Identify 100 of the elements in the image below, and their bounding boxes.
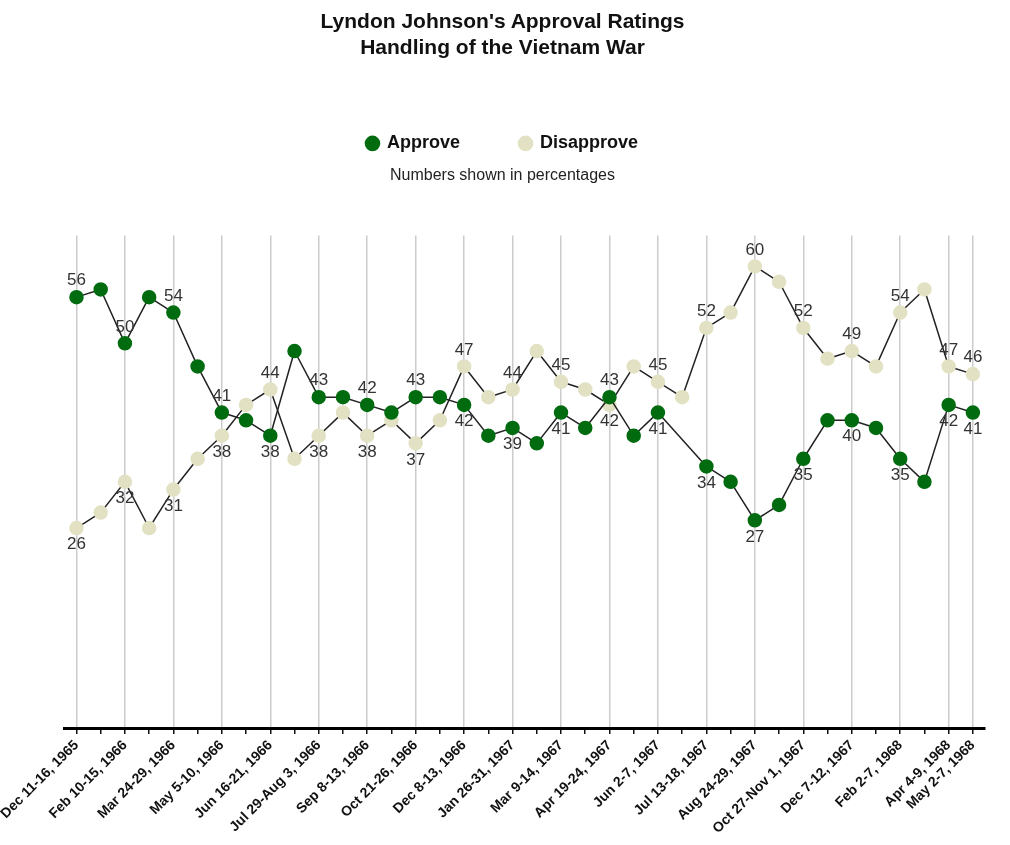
point bbox=[263, 382, 278, 397]
point bbox=[432, 389, 448, 405]
point bbox=[141, 289, 157, 305]
data-label: 54 bbox=[163, 285, 183, 305]
point bbox=[699, 459, 714, 474]
data-label: 44 bbox=[260, 362, 280, 382]
chart-subtitle: Numbers shown in percentages bbox=[389, 166, 616, 184]
chart-title: Lyndon Johnson's Approval Ratings Handling of the Vietnam War bbox=[320, 9, 685, 58]
point bbox=[311, 389, 326, 405]
data-label: 41 bbox=[963, 418, 983, 438]
data-label: 26 bbox=[67, 534, 86, 554]
point bbox=[287, 343, 302, 359]
point bbox=[141, 520, 157, 536]
data-label: 41 bbox=[551, 418, 571, 438]
point bbox=[578, 420, 593, 436]
point bbox=[505, 382, 520, 397]
point bbox=[190, 359, 205, 374]
data-label: 35 bbox=[793, 464, 813, 484]
point bbox=[553, 374, 569, 390]
point bbox=[796, 451, 811, 467]
data-label: 27 bbox=[745, 526, 765, 546]
point bbox=[844, 413, 859, 428]
data-label: 31 bbox=[163, 495, 183, 515]
point bbox=[747, 259, 763, 274]
point bbox=[287, 451, 302, 467]
point bbox=[820, 351, 835, 366]
point bbox=[578, 382, 593, 397]
point bbox=[481, 428, 496, 443]
point bbox=[844, 343, 859, 359]
point bbox=[723, 474, 738, 490]
point bbox=[432, 413, 448, 428]
data-label: 47 bbox=[454, 339, 474, 359]
point bbox=[93, 282, 108, 297]
data-label: 38 bbox=[357, 441, 377, 461]
data-label: 49 bbox=[842, 324, 862, 344]
point bbox=[359, 428, 375, 443]
data-label: 32 bbox=[115, 488, 135, 508]
point bbox=[602, 389, 617, 405]
point bbox=[408, 389, 423, 405]
point bbox=[166, 482, 181, 497]
point bbox=[941, 359, 956, 374]
data-label: 52 bbox=[793, 301, 813, 321]
point bbox=[311, 428, 326, 443]
point bbox=[747, 513, 763, 528]
point bbox=[456, 359, 472, 374]
point bbox=[796, 320, 811, 336]
point bbox=[529, 343, 545, 359]
data-label: 41 bbox=[212, 385, 232, 405]
point bbox=[650, 405, 666, 420]
point bbox=[892, 451, 908, 467]
data-label: 50 bbox=[115, 316, 135, 336]
point bbox=[650, 374, 666, 390]
point bbox=[505, 420, 520, 436]
point bbox=[892, 305, 908, 320]
data-label: 45 bbox=[648, 354, 668, 374]
point bbox=[69, 289, 84, 305]
data-label: 39 bbox=[503, 434, 523, 454]
point bbox=[384, 405, 399, 420]
point bbox=[263, 428, 278, 443]
legend-label: Approve bbox=[386, 132, 460, 153]
data-label: 40 bbox=[842, 426, 862, 446]
point bbox=[771, 274, 787, 290]
data-label: 42 bbox=[454, 411, 474, 431]
point bbox=[166, 305, 181, 320]
point bbox=[868, 420, 884, 436]
data-label: 42 bbox=[600, 411, 619, 431]
point bbox=[214, 405, 230, 420]
data-label: 56 bbox=[67, 270, 86, 290]
data-label: 43 bbox=[309, 370, 329, 390]
point bbox=[190, 451, 205, 467]
data-label: 60 bbox=[745, 239, 765, 259]
point bbox=[917, 282, 932, 297]
point bbox=[335, 405, 351, 420]
point bbox=[965, 366, 981, 382]
point bbox=[238, 413, 254, 428]
data-label: 44 bbox=[503, 362, 523, 382]
data-label: 38 bbox=[260, 441, 280, 461]
point bbox=[214, 428, 230, 443]
point bbox=[626, 428, 641, 443]
data-label: 54 bbox=[890, 285, 910, 305]
point bbox=[359, 397, 375, 413]
point bbox=[335, 389, 351, 405]
point bbox=[771, 497, 787, 513]
point bbox=[481, 389, 496, 405]
point bbox=[868, 359, 884, 374]
point bbox=[456, 397, 472, 413]
point bbox=[917, 474, 932, 490]
data-label: 38 bbox=[309, 441, 329, 461]
data-label: 52 bbox=[696, 301, 716, 321]
point bbox=[965, 405, 981, 420]
data-label: 42 bbox=[357, 378, 377, 398]
point bbox=[699, 320, 714, 336]
point bbox=[117, 336, 133, 351]
point bbox=[820, 413, 835, 428]
point bbox=[674, 389, 690, 405]
point bbox=[93, 505, 108, 520]
point bbox=[408, 436, 423, 451]
point bbox=[626, 359, 641, 374]
point bbox=[117, 474, 133, 490]
point bbox=[69, 520, 84, 536]
